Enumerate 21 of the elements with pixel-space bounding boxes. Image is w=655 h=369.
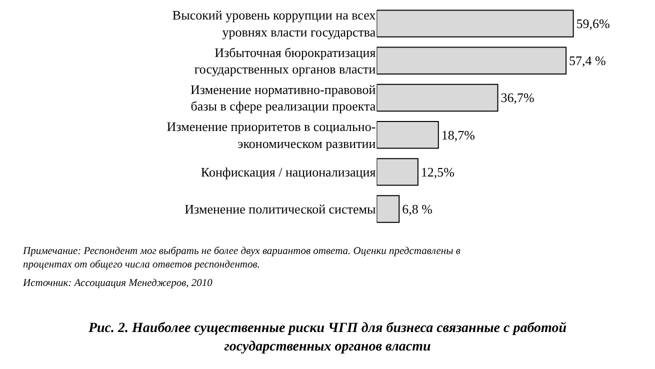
bar — [376, 158, 418, 186]
bar — [376, 10, 574, 38]
data-label: 6,8 % — [402, 202, 433, 217]
y-tick-label: Избыточная бюрократизация государственных органов власти — [194, 44, 376, 77]
text: Примечание: Респондент мог выбрать не более двух вариантов ответа. Оценки представлены в процентах от общего числа ответов респондентов. — [22, 246, 461, 271]
text: Источник: Ассоциация Менеджеров, 2010 — [22, 278, 214, 289]
bar — [376, 84, 498, 112]
bar — [376, 46, 567, 74]
data-label: 57,4 % — [569, 53, 606, 68]
bar — [376, 120, 439, 149]
y-tick-label: Изменение приоритетов в социально- экономическом развитии — [166, 118, 376, 151]
y-tick-label: Конфискация / национализация — [200, 164, 376, 180]
data-label: 12,5% — [420, 164, 455, 180]
y-tick-label: Высокий уровень коррупции на всех уровнях власти государства — [172, 8, 376, 40]
bar — [376, 195, 400, 223]
data-label: 18,7% — [441, 127, 476, 142]
data-label: 59,6% — [576, 16, 610, 32]
data-label: 36,7% — [500, 90, 535, 106]
text: Рис. 2. Наиболее существенные риски ЧГП для бизнеса связанные с работой государственных органов власти — [88, 321, 567, 354]
y-tick-label: Изменение нормативно-правовой базы в сфере реализации проекта — [190, 82, 376, 114]
y-tick-label: Изменение политической системы — [184, 202, 376, 217]
